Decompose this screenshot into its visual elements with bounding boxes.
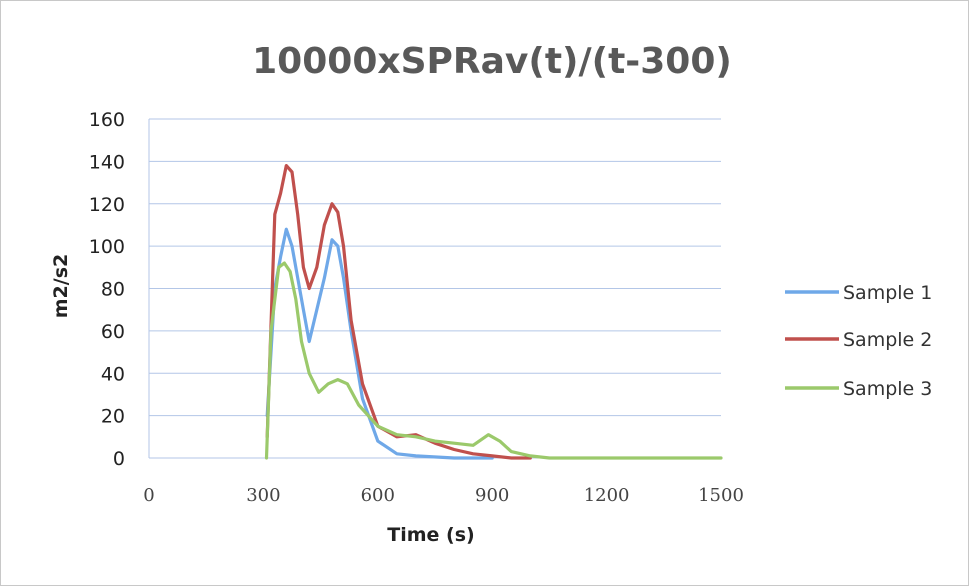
y-axis-label: m2/s2 (50, 254, 72, 319)
series-line-sample-1 (265, 227, 494, 460)
x-tick-label: 1500 (698, 485, 744, 506)
series-line-sample-3 (264, 261, 723, 460)
x-tick-label: 1200 (584, 485, 630, 506)
legend: Sample 1 Sample 2 Sample 3 (785, 282, 932, 400)
legend-label-sample-2: Sample 2 (843, 329, 932, 351)
y-tick-label: 20 (101, 406, 125, 428)
y-tick-label: 140 (89, 151, 125, 173)
x-tick-label: 600 (361, 485, 395, 506)
x-tick-label: 0 (143, 485, 154, 506)
y-tick-label: 40 (101, 363, 125, 385)
y-tick-label: 60 (101, 321, 125, 343)
y-axis-ticks: 0 20 40 60 80 100 120 140 160 (89, 109, 125, 470)
legend-label-sample-3: Sample 3 (843, 378, 932, 400)
series-layer (264, 164, 723, 460)
y-tick-label: 160 (89, 109, 125, 131)
x-tick-label: 900 (475, 485, 509, 506)
x-axis-ticks: 0 300 600 900 1200 1500 (143, 485, 744, 506)
y-tick-label: 100 (89, 236, 125, 258)
y-tick-label: 80 (101, 279, 125, 301)
y-tick-label: 120 (89, 194, 125, 216)
chart-title: 10000xSPRav(t)/(t-300) (252, 41, 732, 82)
x-axis-label: Time (s) (387, 524, 474, 546)
y-tick-label: 0 (113, 448, 125, 470)
x-tick-label: 300 (246, 485, 280, 506)
grid-layer (148, 118, 721, 459)
legend-label-sample-1: Sample 1 (843, 282, 932, 304)
series-line-sample-2 (265, 164, 532, 460)
